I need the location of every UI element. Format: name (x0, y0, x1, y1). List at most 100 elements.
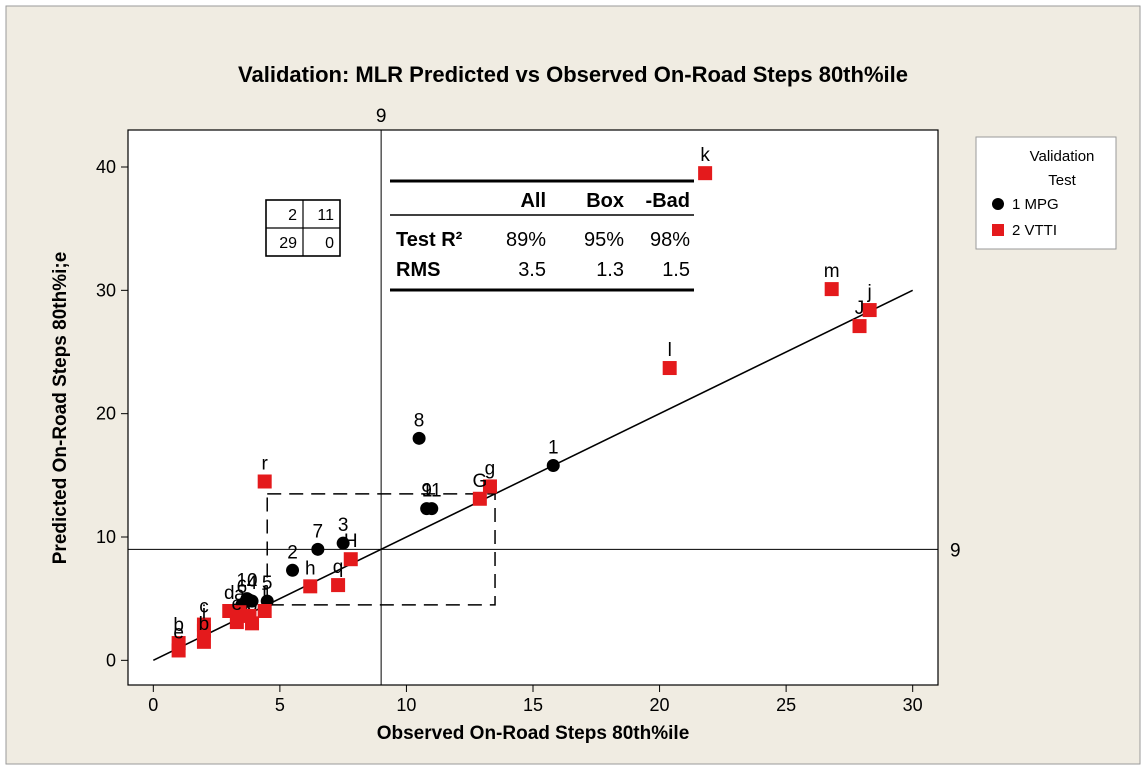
vtti-point (196, 623, 211, 638)
point-label: 9 (421, 481, 432, 502)
annotation-tables: 2 11 29 0 All Box -Bad Test R² 89% 95% 98% RMS 3.5 1.… (265, 179, 694, 292)
y-tick-label: 40 (96, 157, 116, 177)
x-tick-label: 20 (650, 695, 670, 715)
point-label: p (247, 595, 258, 616)
y-axis-label: Predicted On-Road Steps 80th%i;e (50, 252, 71, 565)
legend-entry-label: 1 MPG (1012, 196, 1059, 213)
point-label: e (173, 622, 184, 643)
stats-table-cell: 1.3 (596, 259, 624, 281)
vtti-point (482, 479, 497, 494)
mpg-point (412, 431, 426, 445)
vtti-point (343, 552, 358, 567)
stats-table-cell: 98% (650, 229, 690, 251)
point-label: G (472, 471, 487, 492)
point-label: e (232, 594, 243, 615)
mpg-point (311, 542, 325, 556)
point-label: l (668, 340, 672, 361)
dashed-box (266, 493, 496, 606)
contingency-cell: 0 (325, 235, 334, 252)
point-label: b (199, 614, 210, 635)
contingency-cell: 11 (317, 207, 334, 224)
point-label: a (234, 584, 245, 605)
legend-title: Test (1048, 172, 1076, 189)
legend-marker-mpg (992, 198, 1004, 210)
point-label: 8 (414, 410, 425, 431)
vtti-point (242, 608, 257, 623)
point-label: H (344, 531, 358, 552)
vertical-line-label: 9 (376, 106, 387, 127)
stats-table-header: -Bad (646, 190, 690, 212)
vtti-point (824, 282, 839, 297)
mpg-point (425, 502, 439, 516)
mpg-point (245, 594, 259, 608)
vtti-point (196, 634, 211, 649)
stats-table-cell: 1.5 (662, 259, 690, 281)
vtti-point (229, 615, 244, 630)
legend: Validation Test 1 MPG 2 VTTI (975, 136, 1117, 250)
point-label: c (199, 597, 209, 618)
vtti-point (698, 166, 713, 181)
point-label: 4 (247, 573, 258, 594)
stats-table-row-label: Test R² (396, 229, 463, 251)
plot-area (127, 129, 939, 686)
vtti-point (257, 474, 272, 489)
point-label: 7 (313, 521, 324, 542)
x-tick-label: 10 (396, 695, 416, 715)
x-tick-label: 30 (903, 695, 923, 715)
point-label: r (262, 454, 269, 475)
contingency-cell: 29 (279, 235, 297, 252)
vtti-point (472, 491, 487, 506)
reference-lines: 99 (128, 106, 961, 685)
point-label: 6 (237, 577, 248, 598)
stats-table-header: Box (586, 190, 624, 212)
point-label: 5 (262, 573, 273, 594)
vtti-point (852, 319, 867, 334)
vtti-point (171, 643, 186, 658)
stats-table-cell: 3.5 (518, 259, 546, 281)
point-label: i (202, 603, 206, 624)
horizontal-line-label: 9 (950, 540, 961, 561)
mpg-point (546, 458, 560, 472)
x-tick-label: 0 (148, 695, 158, 715)
point-label: m (824, 261, 840, 282)
point-label: d (224, 583, 235, 604)
point-label: j (867, 282, 872, 303)
x-tick-label: 15 (523, 695, 543, 715)
legend-title: Validation (1030, 148, 1095, 165)
contingency-cell: 2 (288, 207, 297, 224)
fit-line (152, 289, 914, 662)
y-tick-label: 0 (106, 650, 116, 670)
point-label: o (244, 588, 255, 609)
y-tick-label: 10 (96, 527, 116, 547)
point-label: 2 (287, 542, 298, 563)
point-label: b (173, 615, 184, 636)
mpg-point (336, 536, 350, 550)
point-label: k (700, 145, 710, 166)
point-label: J (855, 298, 865, 319)
y-tick-label: 30 (96, 280, 116, 300)
legend-entry-label: 2 VTTI (1012, 222, 1057, 239)
x-tick-label: 25 (776, 695, 796, 715)
y-tick-label: 20 (96, 404, 116, 424)
vtti-point (862, 303, 877, 318)
stats-table-header: All (520, 190, 546, 212)
point-label: 3 (338, 515, 349, 536)
vtti-point (257, 604, 272, 618)
vtti-point (662, 361, 677, 376)
stats-table-row-label: RMS (396, 259, 440, 281)
point-label: 1 (548, 437, 559, 458)
stats-table-cell: 95% (584, 229, 624, 251)
vtti-point (303, 579, 318, 594)
point-label: g (485, 458, 496, 479)
legend-marker-vtti (992, 224, 1004, 236)
vtti-point (331, 578, 346, 593)
chart-title: Validation: MLR Predicted vs Observed On… (238, 62, 908, 87)
point-label: 11 (422, 481, 442, 502)
x-axis-label: Observed On-Road Steps 80th%ile (377, 723, 690, 744)
x-tick-label: 5 (275, 695, 285, 715)
stats-table-cell: 89% (506, 229, 546, 251)
point-label: 10 (236, 571, 257, 592)
point-label: q (333, 557, 344, 578)
